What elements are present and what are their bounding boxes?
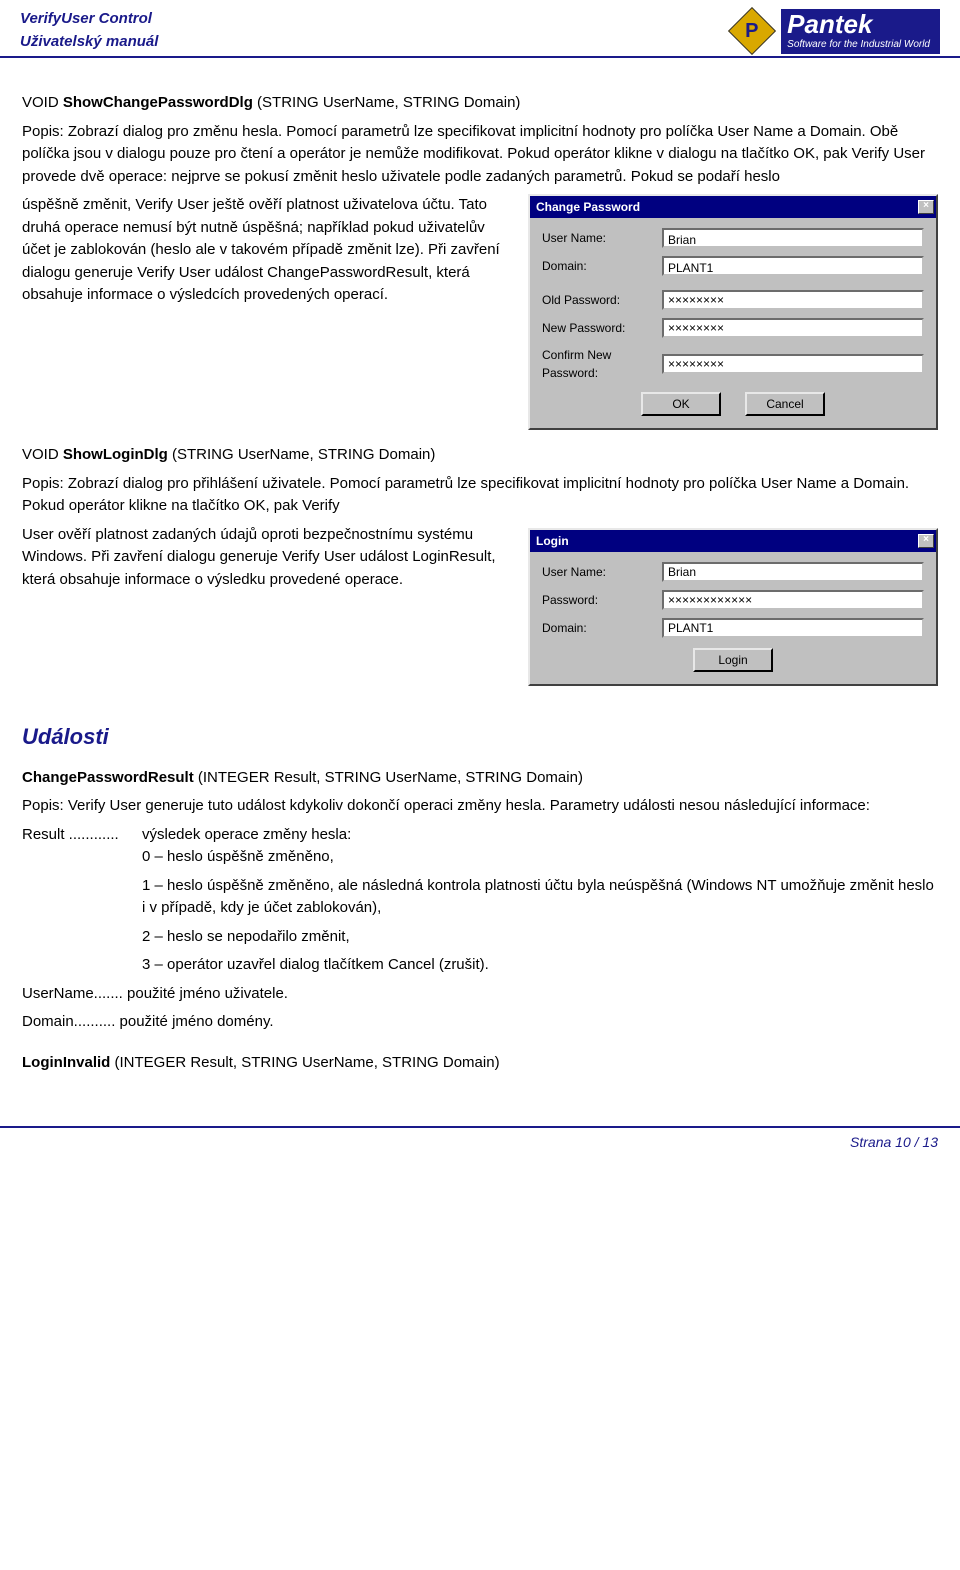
event-sig-2: LoginInvalid (INTEGER Result, STRING Use…	[22, 1052, 938, 1075]
func-signature-2: VOID ShowLoginDlg (STRING UserName, STRI…	[22, 444, 938, 467]
login-dialog-title: Login	[536, 532, 569, 550]
user-name-label: User Name:	[542, 229, 662, 247]
result-3: 3 – operátor uzavřel dialog tlačítkem Ca…	[142, 954, 938, 977]
brand-text: Pantek Software for the Industrial World	[781, 9, 940, 54]
brand-tagline: Software for the Industrial World	[787, 37, 930, 52]
page-header: VerifyUser Control Uživatelský manuál P …	[0, 0, 960, 58]
result-1: 1 – heslo úspěšně změněno, ale následná …	[142, 875, 938, 920]
username-row: UserName....... použité jméno uživatele.	[22, 983, 938, 1006]
ok-button[interactable]: OK	[641, 392, 721, 416]
new-password-input[interactable]	[662, 318, 924, 338]
header-titles: VerifyUser Control Uživatelský manuál	[20, 8, 158, 53]
login-password-input[interactable]	[662, 590, 924, 610]
section1-para-left: úspěšně změnit, Verify User ještě ověří …	[22, 194, 516, 307]
login-dialog-titlebar: Login ×	[530, 530, 936, 552]
result-list: 0 – heslo úspěšně změněno, 1 – heslo úsp…	[142, 846, 938, 977]
event-sig-1: ChangePasswordResult (INTEGER Result, ST…	[22, 767, 938, 790]
header-title-2: Uživatelský manuál	[20, 31, 158, 54]
section2-para-top: Popis: Zobrazí dialog pro přihlášení uži…	[22, 473, 938, 518]
func-signature-1: VOID ShowChangePasswordDlg (STRING UserN…	[22, 92, 938, 115]
close-icon[interactable]: ×	[918, 200, 934, 214]
old-password-label: Old Password:	[542, 291, 662, 309]
section2-para-left: User ověří platnost zadaných údajů oprot…	[22, 524, 516, 592]
page-number: Strana 10 / 13	[850, 1134, 938, 1150]
result-intro: výsledek operace změny hesla:	[142, 824, 351, 847]
page-footer: Strana 10 / 13	[0, 1126, 960, 1163]
result-2: 2 – heslo se nepodařilo změnit,	[142, 926, 938, 949]
login-user-input[interactable]	[662, 562, 924, 582]
confirm-password-input[interactable]	[662, 354, 924, 374]
domain-row: Domain.......... použité jméno domény.	[22, 1011, 938, 1034]
login-dialog: Login × User Name: Password: Domain: Log…	[528, 528, 938, 686]
result-key: Result ............	[22, 824, 142, 847]
dialog-title-text: Change Password	[536, 198, 640, 216]
result-row: Result ............ výsledek operace změ…	[22, 824, 938, 847]
brand-logo: P Pantek Software for the Industrial Wor…	[729, 8, 940, 54]
confirm-password-label: Confirm New Password:	[542, 346, 662, 382]
new-password-label: New Password:	[542, 319, 662, 337]
old-password-input[interactable]	[662, 290, 924, 310]
domain-field: PLANT1	[662, 256, 924, 276]
domain-label: Domain:	[542, 257, 662, 275]
dialog-titlebar: Change Password ×	[530, 196, 936, 218]
login-domain-label: Domain:	[542, 619, 662, 637]
cancel-button[interactable]: Cancel	[745, 392, 825, 416]
brand-name: Pantek	[787, 11, 930, 37]
user-name-field: Brian	[662, 228, 924, 248]
result-0: 0 – heslo úspěšně změněno,	[142, 846, 938, 869]
change-password-dialog: Change Password × User Name: Brian Domai…	[528, 194, 938, 430]
close-icon[interactable]: ×	[918, 534, 934, 548]
logo-diamond-icon: P	[728, 7, 776, 55]
events-para1: Popis: Verify User generuje tuto událost…	[22, 795, 938, 818]
login-user-label: User Name:	[542, 563, 662, 581]
events-heading: Události	[22, 720, 938, 753]
page-content: VOID ShowChangePasswordDlg (STRING UserN…	[0, 58, 960, 1090]
login-password-label: Password:	[542, 591, 662, 609]
login-button[interactable]: Login	[693, 648, 773, 672]
login-domain-input[interactable]	[662, 618, 924, 638]
header-title-1: VerifyUser Control	[20, 8, 158, 31]
section1-para-top: Popis: Zobrazí dialog pro změnu hesla. P…	[22, 121, 938, 189]
